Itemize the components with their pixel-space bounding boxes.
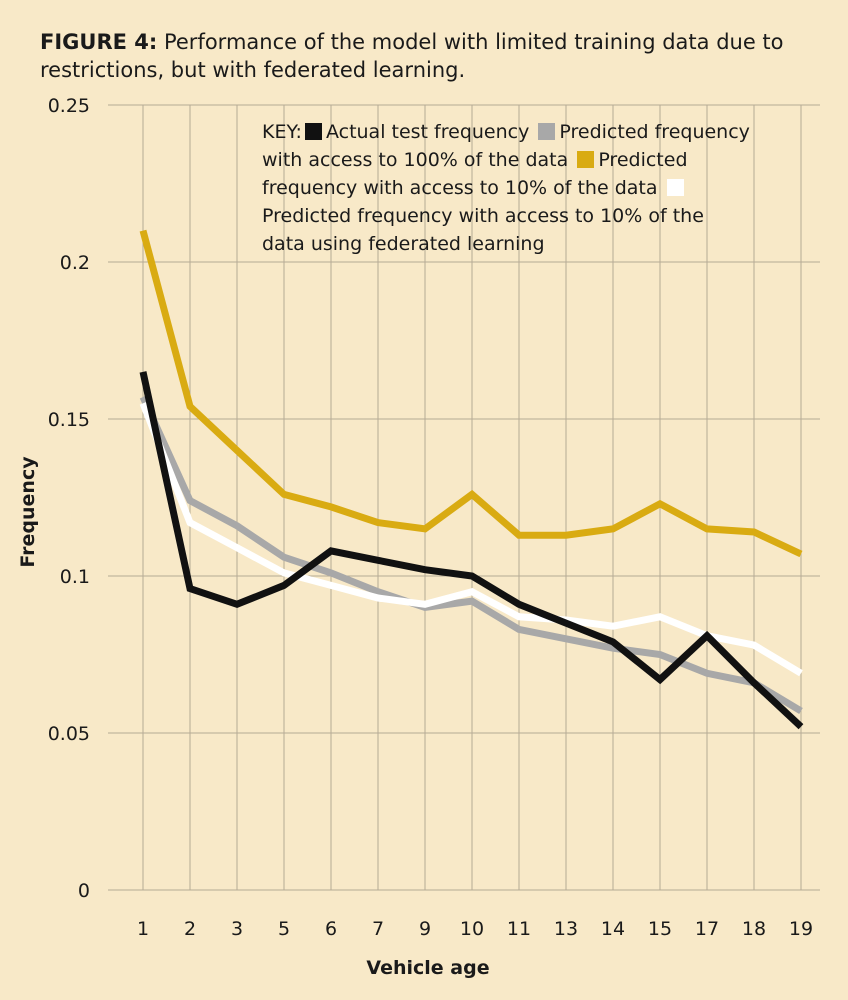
x-tick-label: 1 — [137, 918, 149, 940]
figure-caption: FIGURE 4: Performance of the model with … — [40, 28, 810, 84]
legend-label-10pct: Predicted frequency with access to 10% o… — [262, 149, 688, 199]
caption-text: Performance of the model with limited tr… — [40, 30, 784, 82]
y-tick-label: 0.15 — [48, 409, 90, 431]
legend-prefix: KEY: — [262, 121, 302, 143]
x-tick-label: 17 — [695, 918, 719, 940]
x-tick-label: 11 — [507, 918, 531, 940]
x-tick-label: 15 — [648, 918, 672, 940]
legend: KEY: Actual test frequency Predicted freq… — [262, 118, 752, 258]
x-tick-label: 14 — [601, 918, 625, 940]
legend-swatch-10pct — [577, 151, 595, 168]
x-tick-label: 3 — [231, 918, 243, 940]
series-line-predicted-frequency-with-access-to-10-of-the-data-using-federated-learning — [139, 402, 803, 677]
y-tick-label: 0.25 — [48, 95, 90, 117]
x-tick-label: 9 — [419, 918, 431, 940]
legend-swatch-actual — [304, 123, 322, 140]
y-axis-label: Frequency — [17, 456, 39, 568]
y-tick-label: 0.05 — [48, 723, 90, 745]
legend-label-actual: Actual test frequency — [325, 121, 530, 143]
x-tick-label: 19 — [789, 918, 813, 940]
x-tick-label: 10 — [460, 918, 484, 940]
y-tick-labels: 0 0.05 0.1 0.15 0.2 0.25 — [48, 95, 90, 902]
legend-label-100pct: Predicted frequency with access to 100% … — [262, 121, 750, 171]
legend-swatch-federated — [666, 179, 684, 196]
y-tick-label: 0.1 — [60, 566, 90, 588]
x-tick-label: 2 — [184, 918, 196, 940]
x-axis-label: Vehicle age — [366, 957, 490, 979]
x-tick-label: 13 — [554, 918, 578, 940]
x-tick-label: 5 — [278, 918, 290, 940]
series-lines — [139, 229, 804, 730]
x-tick-label: 6 — [325, 918, 337, 940]
x-tick-labels: 1 2 3 5 6 7 9 10 11 13 14 15 17 18 19 — [137, 918, 813, 940]
series-line-actual-test-frequency — [139, 371, 804, 730]
legend-swatch-100pct — [538, 123, 556, 140]
figure-label: FIGURE 4: — [40, 30, 158, 54]
series-line-predicted-frequency-with-access-to-10-of-the-data — [139, 229, 803, 558]
y-tick-label: 0 — [78, 880, 90, 902]
series-line-predicted-frequency-with-access-to-100-of-the-data — [139, 395, 803, 715]
y-tick-label: 0.2 — [60, 252, 90, 274]
x-tick-label: 18 — [742, 918, 766, 940]
x-tick-label: 7 — [372, 918, 384, 940]
legend-label-federated: Predicted frequency with access to 10% o… — [262, 205, 704, 255]
grid-lines — [108, 104, 820, 891]
